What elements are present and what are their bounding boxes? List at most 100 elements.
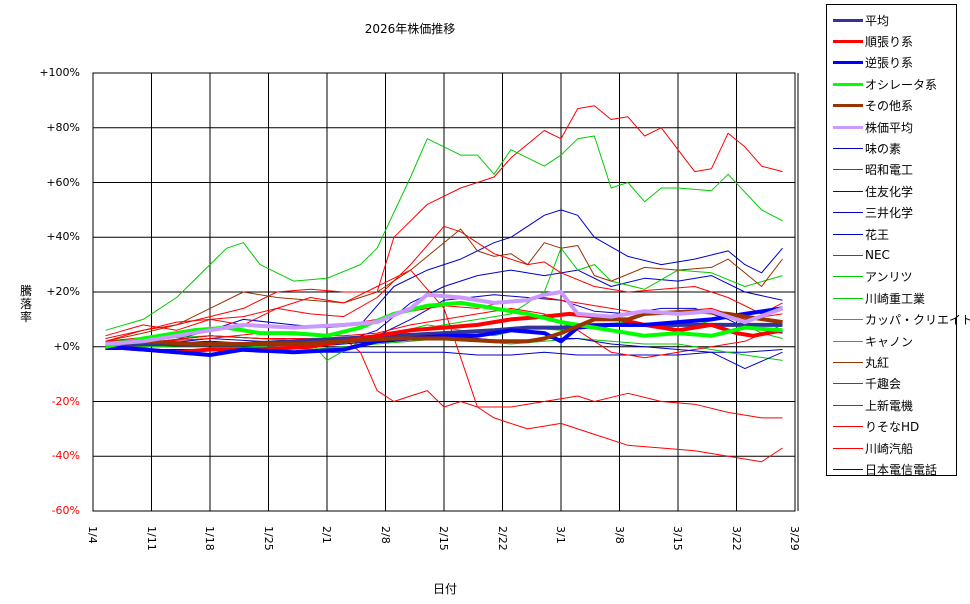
legend-swatch-icon (833, 404, 863, 406)
y-axis-label: 騰落率 (19, 284, 32, 324)
legend-item: りそなHD (833, 417, 919, 437)
x-tick-label: 1/25 (261, 526, 275, 551)
x-tick-label: 3/29 (788, 526, 801, 551)
gridlines (92, 72, 799, 512)
legend-swatch-icon (833, 426, 863, 428)
legend-label: 三井化学 (865, 206, 914, 221)
legend-label: 千趣会 (865, 377, 902, 392)
legend-item: 平均 (833, 10, 889, 30)
series-line (105, 225, 783, 339)
y-tick-label: -20% (51, 394, 80, 408)
legend-swatch-icon (833, 147, 863, 149)
legend-label: りそなHD (865, 420, 920, 435)
legend-swatch-icon (833, 340, 863, 342)
legend-label: 川崎汽船 (865, 441, 914, 456)
legend-label: 株価平均 (865, 120, 914, 135)
legend-label: 逆張り系 (865, 56, 914, 71)
series-lines (105, 105, 784, 463)
x-tick-label: 3/1 (554, 526, 567, 544)
legend-item: 川崎重工業 (833, 288, 925, 308)
legend-item: 川崎汽船 (833, 438, 913, 458)
y-tick-label: -60% (51, 504, 80, 517)
legend: 平均順張り系逆張り系オシレータ系 その他系株価平均味の素昭和電工住友化学三井化学花… (826, 4, 970, 479)
legend-label: NEC (865, 248, 890, 263)
x-tick-label: 3/8 (612, 526, 626, 544)
legend-swatch-icon (833, 82, 863, 86)
legend-item: 順張り系 (833, 31, 913, 51)
legend-label: カッパ・クリエイト (865, 313, 970, 328)
x-tick-label: 2/15 (437, 526, 450, 551)
x-axis-label: 日付 (433, 582, 458, 596)
legend-label: 昭和電工 (865, 163, 914, 178)
legend-item: 株価平均 (833, 117, 913, 137)
legend-swatch-icon (833, 254, 863, 256)
x-tick-label: 1/18 (203, 526, 216, 551)
legend-swatch-icon (833, 61, 863, 65)
legend-swatch-icon (833, 468, 863, 470)
legend-label: 川崎重工業 (865, 291, 926, 306)
legend-swatch-icon (833, 361, 863, 363)
series-line (105, 135, 783, 331)
legend-swatch-icon (833, 104, 863, 108)
legend-swatch-icon (833, 383, 863, 385)
legend-item: 千趣会 (833, 374, 901, 394)
y-tick-label: +20% (46, 285, 80, 298)
series-line (105, 306, 783, 357)
x-tick-label: 2/1 (320, 526, 333, 544)
legend-swatch-icon (833, 190, 863, 192)
legend-label: 上新電機 (865, 398, 914, 413)
legend-item: 花王 (833, 224, 889, 244)
plot-frame (92, 72, 796, 512)
legend-swatch-icon (833, 233, 863, 235)
x-tick-label: 2/22 (495, 526, 509, 551)
legend-item: NEC (833, 245, 890, 265)
legend-item: アンリツ (833, 267, 913, 287)
legend-label: 花王 (865, 227, 890, 242)
legend-swatch-icon (833, 125, 863, 129)
legend-swatch-icon (833, 276, 863, 278)
series-line (105, 209, 783, 348)
series-line (105, 228, 783, 342)
legend-item: 昭和電工 (833, 160, 913, 180)
y-tick-label: +40% (46, 230, 80, 244)
series-line (105, 105, 783, 342)
legend-item: その他系 (833, 96, 913, 116)
legend-label: 住友化学 (865, 184, 914, 199)
legend-swatch-icon (833, 18, 863, 22)
legend-label: その他系 (865, 99, 914, 114)
legend-item: 味の素 (833, 138, 901, 158)
legend-swatch-icon (833, 169, 863, 171)
x-tick-label: 2/8 (378, 526, 392, 544)
legend-item: カッパ・クリエイト (833, 310, 970, 330)
legend-swatch-icon (833, 39, 863, 43)
legend-label: 丸紅 (865, 355, 890, 370)
legend-label: アンリツ (865, 270, 913, 285)
x-tick-label: 3/22 (729, 526, 743, 551)
legend-item: 日本電信電話 (833, 459, 937, 479)
legend-label: キャノン (865, 334, 914, 349)
legend-label: オシレータ系 (865, 77, 938, 92)
legend-item: 三井化学 (833, 203, 913, 223)
y-tick-label: +0% (53, 339, 80, 353)
legend-item: 上新電機 (833, 395, 913, 415)
x-tick-label: 1/11 (144, 526, 158, 551)
legend-item: オシレータ系 (833, 74, 937, 94)
legend-label: 味の素 (865, 141, 902, 156)
legend-swatch-icon (833, 212, 863, 214)
legend-label: 順張り系 (865, 34, 914, 49)
legend-item: 丸紅 (833, 352, 889, 372)
y-tick-label: +60% (46, 175, 80, 189)
legend-label: 平均 (865, 13, 890, 28)
y-tick-label: -40% (51, 449, 80, 463)
x-tick-label: 1/4 (86, 526, 99, 544)
legend-label: 日本電信電話 (865, 462, 938, 477)
legend-item: キャノン (833, 331, 913, 351)
series-line (105, 300, 783, 349)
legend-swatch-icon (833, 319, 863, 321)
series-line (105, 290, 784, 346)
y-tick-label: +100% (39, 66, 80, 79)
x-tick-label: 3/15 (671, 526, 684, 551)
chart-title: 2026年株価推移 (364, 22, 456, 36)
legend-item: 住友化学 (833, 181, 913, 201)
